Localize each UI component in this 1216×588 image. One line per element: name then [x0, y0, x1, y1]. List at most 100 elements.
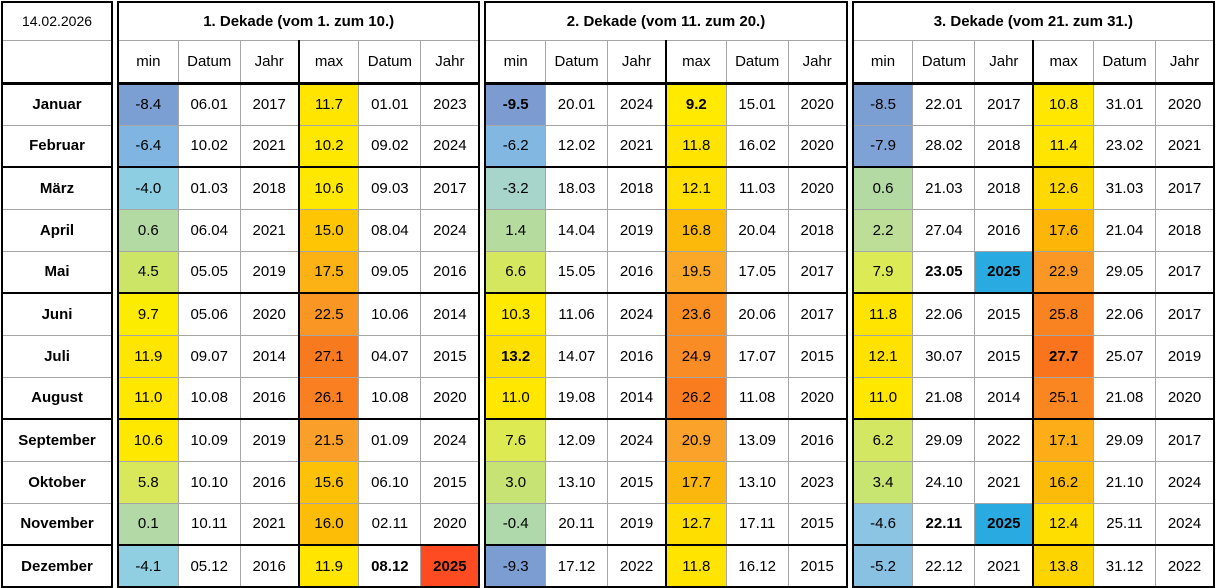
month-label: Oktober — [2, 460, 112, 503]
table-row: -8.5 22.01 2017 10.8 31.01 2020 — [852, 83, 1214, 125]
min-year-cell: 2014 — [974, 376, 1034, 419]
min-year-cell: 2022 — [607, 544, 666, 587]
max-value-cell: 15.6 — [297, 460, 359, 503]
min-year-cell: 2022 — [974, 418, 1034, 461]
table-row: August — [2, 376, 112, 419]
max-year-cell: 2019 — [1155, 334, 1214, 377]
table-row: -5.2 22.12 2021 13.8 31.12 2022 — [852, 544, 1214, 587]
max-date-cell: 21.08 — [1092, 376, 1156, 419]
min-year-cell: 2015 — [607, 460, 666, 503]
min-year-cell: 2015 — [974, 334, 1034, 377]
min-date-cell: 18.03 — [545, 166, 608, 209]
min-year-cell: 2016 — [239, 376, 299, 419]
min-value-cell: 0.6 — [118, 208, 179, 251]
min-year-cell: 2020 — [239, 292, 299, 335]
max-year-cell: 2024 — [420, 208, 480, 251]
table-row: 0.6 21.03 2018 12.6 31.03 2017 — [852, 166, 1214, 209]
max-value-cell: 12.7 — [664, 502, 727, 545]
table-row: Januar — [2, 83, 112, 125]
min-year-cell: 2018 — [974, 166, 1034, 209]
table-row: 10.3 11.06 2024 23.6 20.06 2017 — [485, 292, 847, 335]
min-year-cell: 2016 — [607, 334, 666, 377]
max-value-cell: 17.1 — [1032, 418, 1094, 461]
table-row: 14.02.2026 — [2, 2, 112, 41]
column-header-jahr: Jahr — [1155, 40, 1214, 85]
table-row: 11.0 10.08 2016 26.1 10.08 2020 — [118, 376, 480, 419]
min-value-cell: 11.0 — [852, 376, 913, 419]
column-header-jahr: Jahr — [787, 40, 847, 85]
min-value-cell: -8.5 — [852, 83, 913, 125]
max-date-cell: 17.11 — [725, 502, 789, 545]
max-year-cell: 2023 — [787, 460, 847, 503]
min-date-cell: 21.03 — [912, 166, 975, 209]
min-date-cell: 06.01 — [177, 83, 241, 125]
month-label: September — [2, 418, 112, 461]
min-value-cell: 11.9 — [118, 334, 179, 377]
decade-2-block: 2. Dekade (vom 11. zum 20.) min Datum Ja… — [484, 1, 848, 588]
table-row: -6.4 10.02 2021 10.2 09.02 2024 — [118, 124, 480, 167]
table-row: Juni — [2, 292, 112, 335]
max-value-cell: 16.8 — [664, 208, 727, 251]
min-date-cell: 24.10 — [912, 460, 975, 503]
max-year-cell: 2021 — [1155, 124, 1214, 167]
min-year-cell: 2018 — [607, 166, 666, 209]
max-year-cell: 2017 — [1155, 292, 1214, 335]
min-year-cell: 2019 — [607, 208, 666, 251]
column-header-datum: Datum — [725, 40, 789, 85]
min-date-cell: 20.01 — [545, 83, 608, 125]
max-value-cell: 11.4 — [1032, 124, 1094, 167]
min-date-cell: 10.11 — [177, 502, 241, 545]
max-year-cell: 2014 — [420, 292, 480, 335]
max-date-cell: 09.05 — [358, 250, 421, 293]
table-row: 4.5 05.05 2019 17.5 09.05 2016 — [118, 250, 480, 293]
min-date-cell: 22.12 — [912, 544, 975, 587]
min-value-cell: 11.8 — [852, 292, 913, 335]
min-year-cell: 2021 — [607, 124, 666, 167]
table-row: -7.9 28.02 2018 11.4 23.02 2021 — [852, 124, 1214, 167]
table-row: 5.8 10.10 2016 15.6 06.10 2015 — [118, 460, 480, 503]
min-year-cell: 2019 — [607, 502, 666, 545]
max-value-cell: 17.6 — [1032, 208, 1094, 251]
table-row: 7.9 23.05 2025 22.9 29.05 2017 — [852, 250, 1214, 293]
min-value-cell: 7.6 — [485, 418, 546, 461]
max-date-cell: 25.11 — [1092, 502, 1156, 545]
max-year-cell: 2024 — [420, 124, 480, 167]
min-date-cell: 28.02 — [912, 124, 975, 167]
min-date-cell: 29.09 — [912, 418, 975, 461]
max-year-cell: 2020 — [787, 166, 847, 209]
min-date-cell: 22.01 — [912, 83, 975, 125]
table-row: April — [2, 208, 112, 251]
column-header-max: max — [297, 40, 359, 85]
table-row: min Datum Jahr max Datum Jahr — [852, 40, 1214, 85]
column-header-jahr: Jahr — [974, 40, 1034, 85]
max-year-cell: 2018 — [787, 208, 847, 251]
table-row: September — [2, 418, 112, 461]
max-value-cell: 9.2 — [664, 83, 727, 125]
min-value-cell: 12.1 — [852, 334, 913, 377]
min-date-cell: 17.12 — [545, 544, 608, 587]
min-year-cell: 2018 — [974, 124, 1034, 167]
max-date-cell: 16.02 — [725, 124, 789, 167]
min-value-cell: -4.1 — [118, 544, 179, 587]
table-row: 3.4 24.10 2021 16.2 21.10 2024 — [852, 460, 1214, 503]
column-header-max: max — [1032, 40, 1094, 85]
month-label: März — [2, 166, 112, 209]
table-row: 0.6 06.04 2021 15.0 08.04 2024 — [118, 208, 480, 251]
max-date-cell: 01.01 — [358, 83, 421, 125]
max-year-cell: 2022 — [1155, 544, 1214, 587]
max-value-cell: 11.9 — [297, 544, 359, 587]
min-year-cell: 2015 — [974, 292, 1034, 335]
column-header-datum: Datum — [177, 40, 241, 85]
min-year-cell: 2016 — [239, 460, 299, 503]
min-value-cell: 10.6 — [118, 418, 179, 461]
min-date-cell: 12.02 — [545, 124, 608, 167]
table-row: Oktober — [2, 460, 112, 503]
max-date-cell: 08.12 — [358, 544, 421, 587]
max-date-cell: 13.10 — [725, 460, 789, 503]
table-row: 0.1 10.11 2021 16.0 02.11 2020 — [118, 502, 480, 545]
max-date-cell: 31.01 — [1092, 83, 1156, 125]
max-value-cell: 10.6 — [297, 166, 359, 209]
min-date-cell: 30.07 — [912, 334, 975, 377]
min-value-cell: 1.4 — [485, 208, 546, 251]
max-value-cell: 17.7 — [664, 460, 727, 503]
